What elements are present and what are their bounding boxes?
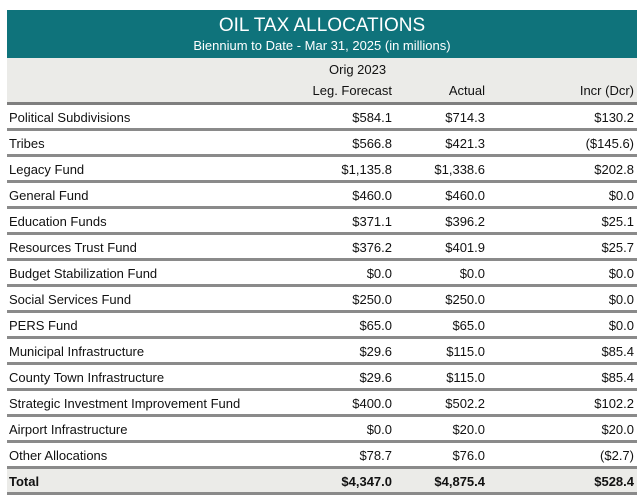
incr-cell: $25.1 <box>601 214 634 229</box>
forecast-cell: $78.7 <box>359 448 392 463</box>
actual-cell: $460.0 <box>445 188 485 203</box>
row-label: Political Subdivisions <box>9 110 131 125</box>
actual-cell: $396.2 <box>445 214 485 229</box>
row-label: Strategic Investment Improvement Fund <box>9 396 241 411</box>
incr-cell: $20.0 <box>601 422 634 437</box>
total-actual: $4,875.4 <box>434 474 485 489</box>
table-title-bar: OIL TAX ALLOCATIONS Biennium to Date - M… <box>7 10 637 58</box>
table-row: Municipal Infrastructure $29.6 $115.0 $85.4 <box>7 339 637 365</box>
table-row: County Town Infrastructure $29.6 $115.0 $85… <box>7 365 637 391</box>
row-label: Social Services Fund <box>9 292 132 307</box>
incr-cell: $0.0 <box>608 188 634 203</box>
actual-cell: $0.0 <box>459 266 485 281</box>
actual-cell: $250.0 <box>445 292 485 307</box>
table-row: Social Services Fund $250.0 $250.0 $0.0 <box>7 287 637 313</box>
incr-cell: $85.4 <box>601 344 634 359</box>
incr-header: Incr (Dcr) <box>579 83 634 98</box>
actual-cell: $421.3 <box>445 136 485 151</box>
row-label: County Town Infrastructure <box>9 370 165 385</box>
table-row: Legacy Fund $1,135.8 $1,338.6 $202.8 <box>7 157 637 183</box>
forecast-cell: $584.1 <box>352 110 392 125</box>
forecast-cell: $400.0 <box>352 396 392 411</box>
forecast-cell: $0.0 <box>366 422 392 437</box>
actual-cell: $714.3 <box>445 110 485 125</box>
row-label: PERS Fund <box>9 318 78 333</box>
row-label: Tribes <box>9 136 45 151</box>
actual-header: Actual <box>448 83 485 98</box>
incr-cell: ($145.6) <box>585 136 634 151</box>
forecast-cell: $371.1 <box>352 214 392 229</box>
row-label: Legacy Fund <box>9 162 85 177</box>
forecast-cell: $460.0 <box>352 188 392 203</box>
table-row: Resources Trust Fund $376.2 $401.9 $25.7 <box>7 235 637 261</box>
actual-cell: $1,338.6 <box>434 162 485 177</box>
table-row: Strategic Investment Improvement Fund $40… <box>7 391 637 417</box>
total-incr: $528.4 <box>594 474 634 489</box>
actual-cell: $115.0 <box>446 370 485 385</box>
forecast-cell: $29.6 <box>359 370 392 385</box>
row-label: Budget Stabilization Fund <box>9 266 158 281</box>
total-row: Total $4,347.0 $4,875.4 $528.4 <box>7 469 637 495</box>
table-row: Budget Stabilization Fund $0.0 $0.0 $0.0 <box>7 261 637 287</box>
incr-cell: $130.2 <box>594 110 634 125</box>
forecast-cell: $566.8 <box>352 136 392 151</box>
table-title: OIL TAX ALLOCATIONS <box>218 15 426 36</box>
actual-cell: $65.0 <box>452 318 485 333</box>
row-label: Municipal Infrastructure <box>9 344 145 359</box>
row-label: Other Allocations <box>9 448 108 463</box>
table-row: Tribes $566.8 $421.3 ($145.6) <box>7 131 637 157</box>
forecast-cell: $1,135.8 <box>341 162 392 177</box>
incr-cell: $0.0 <box>608 266 634 281</box>
table-row: General Fund $460.0 $460.0 $0.0 <box>7 183 637 209</box>
row-label: Airport Infrastructure <box>9 422 128 437</box>
actual-cell: $115.0 <box>446 344 485 359</box>
incr-cell: $0.0 <box>608 292 634 307</box>
table-row: Other Allocations $78.7 $76.0 ($2.7) <box>7 443 637 469</box>
row-label: General Fund <box>9 188 89 203</box>
forecast-header-line1: Orig 2023 <box>329 62 387 77</box>
table-row: PERS Fund $65.0 $65.0 $0.0 <box>7 313 637 339</box>
incr-cell: $25.7 <box>601 240 634 255</box>
incr-cell: $85.4 <box>601 370 634 385</box>
forecast-cell: $65.0 <box>359 318 392 333</box>
incr-cell: $202.8 <box>594 162 634 177</box>
forecast-cell: $29.6 <box>359 344 392 359</box>
table-row: Airport Infrastructure $0.0 $20.0 $20.0 <box>7 417 637 443</box>
forecast-cell: $0.0 <box>366 266 392 281</box>
table-row: Education Funds $371.1 $396.2 $25.1 <box>7 209 637 235</box>
table-row: Political Subdivisions $584.1 $714.3 $130.2 <box>7 105 637 131</box>
total-label: Total <box>9 474 40 489</box>
actual-cell: $20.0 <box>452 422 485 437</box>
actual-cell: $502.2 <box>445 396 485 411</box>
total-forecast: $4,347.0 <box>341 474 392 489</box>
forecast-cell: $250.0 <box>352 292 392 307</box>
row-label: Resources Trust Fund <box>9 240 137 255</box>
forecast-cell: $376.2 <box>352 240 392 255</box>
incr-cell: $102.2 <box>594 396 634 411</box>
column-header: Orig 2023 Leg. Forecast Actual Incr (Dcr… <box>7 58 637 105</box>
actual-cell: $401.9 <box>445 240 485 255</box>
row-label: Education Funds <box>9 214 107 229</box>
oil-tax-table: OIL TAX ALLOCATIONS Biennium to Date - M… <box>7 10 637 495</box>
incr-cell: $0.0 <box>608 318 634 333</box>
forecast-header-line2: Leg. Forecast <box>312 83 393 98</box>
actual-cell: $76.0 <box>452 448 485 463</box>
incr-cell: ($2.7) <box>600 448 634 463</box>
table-subtitle: Biennium to Date - Mar 31, 2025 (in mill… <box>193 38 451 53</box>
